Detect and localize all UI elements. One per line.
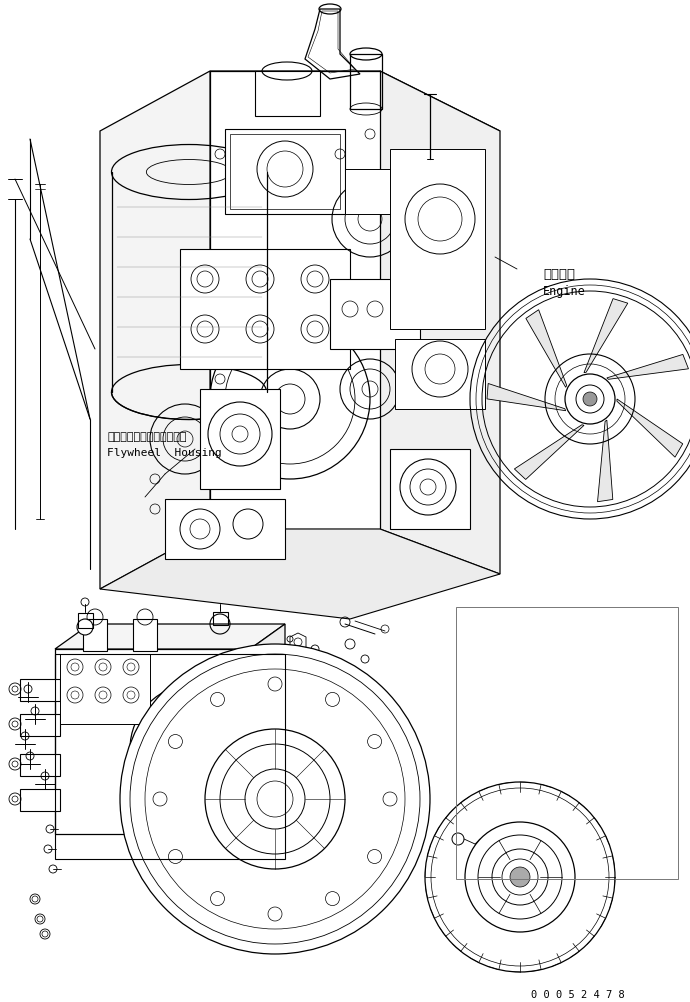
Polygon shape (210, 72, 500, 132)
Bar (255, 72, 320, 117)
Text: 0 0 0 5 2 4 7 8: 0 0 0 5 2 4 7 8 (531, 989, 625, 999)
Bar (350, 55, 382, 110)
Bar (133, 619, 157, 651)
Text: Engine: Engine (543, 285, 586, 298)
Polygon shape (584, 300, 628, 374)
Bar (225, 130, 345, 214)
Bar (55, 654, 285, 859)
Polygon shape (617, 400, 682, 458)
Bar (213, 612, 228, 625)
Polygon shape (598, 421, 613, 502)
Circle shape (510, 867, 530, 887)
Bar (20, 790, 60, 812)
Text: エンジン: エンジン (543, 268, 575, 281)
Bar (83, 619, 107, 651)
Text: Flywheel  Housing: Flywheel Housing (107, 448, 221, 458)
Bar (180, 249, 350, 370)
Polygon shape (487, 384, 566, 411)
Bar (20, 755, 60, 777)
Circle shape (425, 783, 615, 972)
Bar (390, 450, 470, 529)
Bar (200, 390, 280, 490)
Polygon shape (250, 624, 285, 835)
Text: フライホイールハウジング: フライホイールハウジング (107, 432, 186, 442)
Bar (345, 169, 400, 214)
Bar (20, 714, 60, 736)
Bar (78, 613, 93, 628)
Polygon shape (55, 649, 250, 835)
Bar (230, 135, 340, 209)
Circle shape (583, 393, 597, 407)
Polygon shape (380, 72, 500, 574)
Bar (20, 679, 60, 701)
Polygon shape (526, 311, 566, 388)
Circle shape (77, 619, 93, 635)
Bar (390, 150, 485, 330)
Bar (60, 654, 150, 724)
Bar (456, 607, 678, 879)
Polygon shape (100, 72, 210, 589)
Polygon shape (514, 425, 584, 480)
Polygon shape (55, 624, 285, 649)
Circle shape (130, 684, 260, 815)
Bar (165, 500, 285, 559)
Polygon shape (607, 355, 689, 380)
Polygon shape (100, 529, 500, 619)
Circle shape (120, 644, 430, 954)
Bar (330, 280, 420, 350)
Bar (395, 340, 485, 410)
Polygon shape (210, 72, 380, 529)
